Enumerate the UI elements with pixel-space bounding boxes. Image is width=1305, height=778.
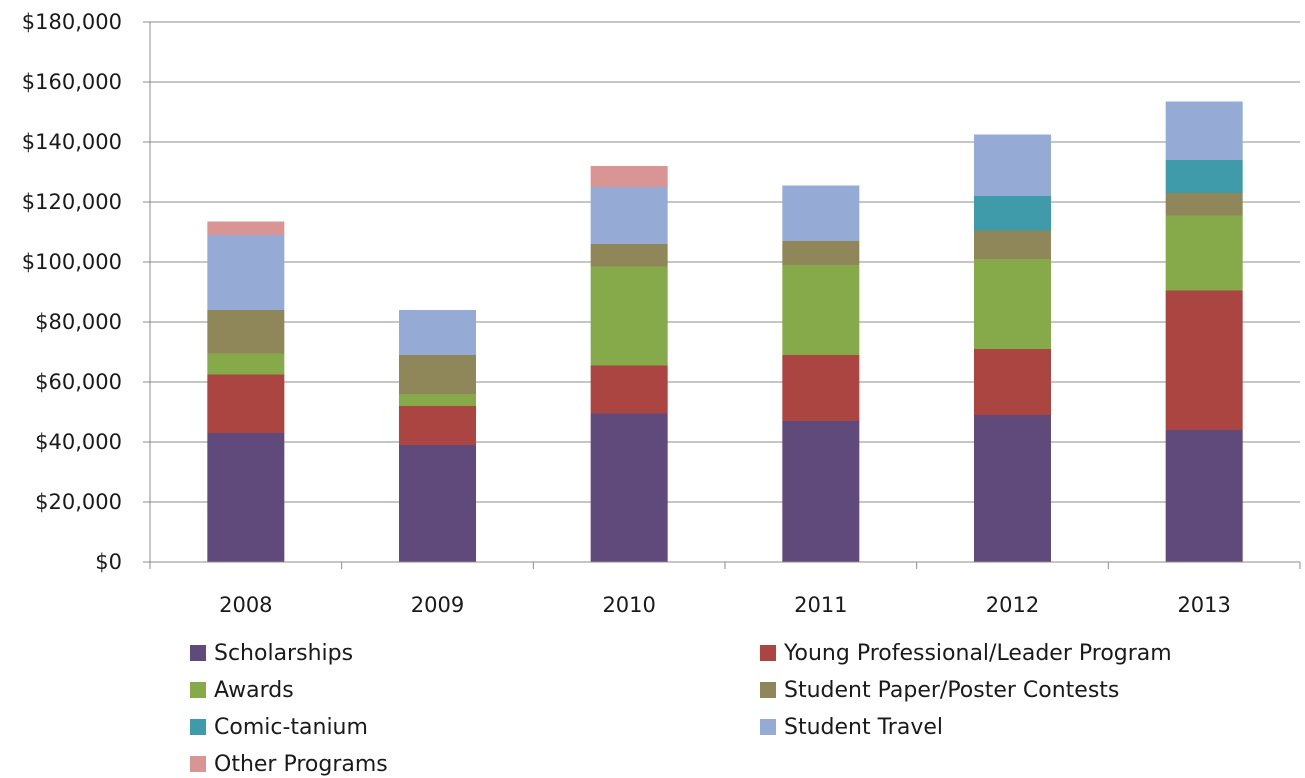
- y-tick-label: $40,000: [35, 430, 122, 454]
- bar-segment: [207, 353, 285, 375]
- x-tick-label: 2009: [411, 593, 464, 617]
- bar-segment: [399, 445, 476, 562]
- bar-segment: [590, 166, 668, 187]
- legend-label: Other Programs: [214, 751, 388, 777]
- bars: [207, 101, 1243, 562]
- bar-segment: [207, 433, 285, 562]
- legend-label: Comic-tanium: [214, 714, 368, 740]
- bar-segment: [974, 134, 1051, 196]
- legend-swatch: [190, 756, 206, 772]
- bar-segment: [590, 365, 668, 414]
- bar-segment: [1165, 193, 1243, 216]
- x-tick-label: 2011: [794, 593, 847, 617]
- legend-swatch: [190, 645, 206, 661]
- bar-segment: [207, 235, 285, 310]
- bar-segment: [590, 413, 668, 562]
- bar-segment: [782, 421, 860, 562]
- stacked-bar-chart: $0 $20,000 $40,000 $60,000 $80,000 $100,000 $1…: [22, 10, 1301, 617]
- bar-segment: [590, 187, 668, 244]
- bar-segment: [590, 244, 668, 267]
- x-axis: 2008 2009 2010 2011 2012 2013: [149, 561, 1301, 617]
- bar-segment: [782, 241, 860, 265]
- x-tick-label: 2013: [1177, 593, 1230, 617]
- x-tick-label: 2010: [602, 593, 655, 617]
- bar-segment: [399, 355, 476, 394]
- legend-label: Young Professional/Leader Program: [784, 640, 1172, 666]
- legend-label: Scholarships: [214, 640, 354, 666]
- y-tick-label: $20,000: [35, 490, 122, 514]
- bar-segment: [974, 259, 1051, 349]
- x-tick-label: 2012: [986, 593, 1039, 617]
- y-tick-label: $100,000: [22, 250, 122, 274]
- bar-segment: [207, 374, 285, 433]
- bar-segment: [974, 230, 1051, 259]
- legend-item-awards: Awards: [190, 677, 294, 703]
- bar-segment: [1165, 160, 1243, 193]
- y-axis: $0 $20,000 $40,000 $60,000 $80,000 $100,000 $1…: [22, 10, 151, 574]
- y-tick-label: $80,000: [35, 310, 122, 334]
- bar-segment: [782, 265, 860, 355]
- legend-label: Student Travel: [784, 714, 943, 740]
- y-tick-label: $180,000: [22, 10, 122, 34]
- legend-label: Student Paper/Poster Contests: [784, 677, 1120, 703]
- legend-item-student-travel: Student Travel: [760, 714, 943, 740]
- bar-segment: [1165, 290, 1243, 430]
- legend-swatch: [760, 645, 776, 661]
- legend-item-student-paper: Student Paper/Poster Contests: [760, 677, 1119, 703]
- bar-segment: [399, 394, 476, 406]
- legend-item-comic-tanium: Comic-tanium: [190, 714, 368, 740]
- bar-segment: [207, 221, 285, 235]
- y-tick-label: $140,000: [22, 130, 122, 154]
- y-tick-label: $0: [95, 550, 122, 574]
- y-tick-label: $60,000: [35, 370, 122, 394]
- gridlines: [150, 21, 1300, 503]
- legend-label: Awards: [214, 677, 294, 703]
- bar-segment: [782, 355, 860, 421]
- bar-segment: [1165, 430, 1243, 562]
- y-tick-label: $120,000: [22, 190, 122, 214]
- bar-segment: [1165, 215, 1243, 291]
- bar-segment: [974, 415, 1051, 562]
- bar-segment: [1165, 101, 1243, 160]
- bar-segment: [974, 196, 1051, 231]
- x-tick-label: 2008: [219, 593, 272, 617]
- bar-segment: [782, 185, 860, 241]
- bar-segment: [399, 310, 476, 355]
- legend-swatch: [760, 719, 776, 735]
- legend-item-other-programs: Other Programs: [190, 751, 388, 777]
- y-tick-label: $160,000: [22, 70, 122, 94]
- legend-item-young-professional: Young Professional/Leader Program: [760, 640, 1172, 666]
- bar-segment: [974, 349, 1051, 415]
- bar-segment: [399, 406, 476, 445]
- bar-segment: [207, 310, 285, 354]
- legend-swatch: [190, 719, 206, 735]
- bar-segment: [590, 266, 668, 366]
- legend-swatch: [190, 682, 206, 698]
- legend-item-scholarships: Scholarships: [190, 640, 353, 666]
- legend-swatch: [760, 682, 776, 698]
